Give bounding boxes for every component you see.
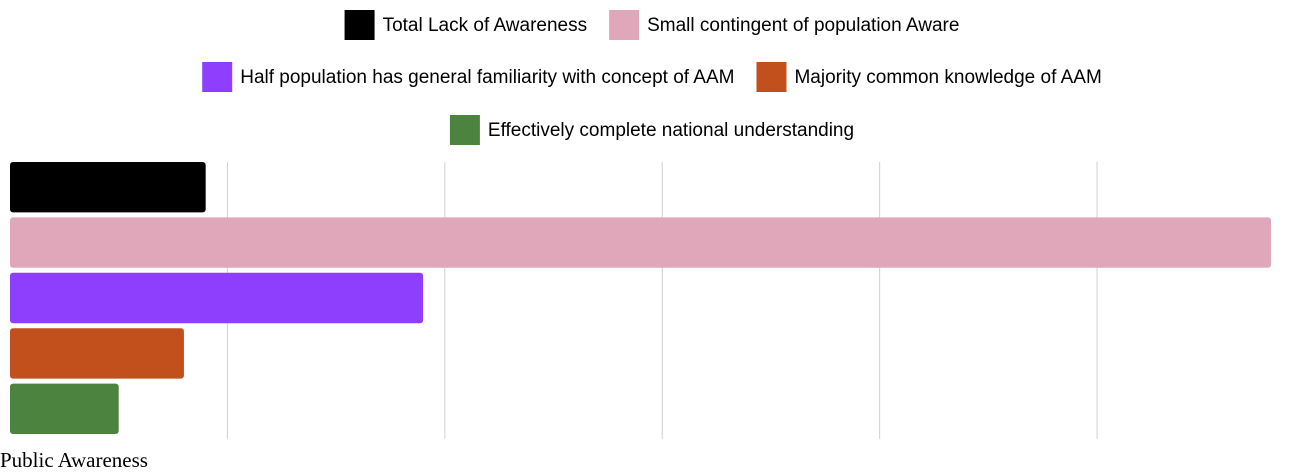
legend-swatch (609, 10, 640, 40)
legend-label: Effectively complete national understand… (488, 120, 854, 141)
bar (10, 328, 184, 379)
bar (10, 272, 424, 324)
legend-label: Small contingent of population Aware (647, 15, 959, 36)
legend-label: Half population has general familiarity … (240, 67, 734, 88)
bar (10, 217, 1271, 268)
legend-swatch (202, 62, 233, 92)
legend-swatch (344, 10, 375, 40)
legend-swatch (756, 62, 787, 92)
category-label: Public Awareness (0, 448, 148, 472)
bar (10, 383, 119, 434)
legend-label: Total Lack of Awareness (383, 15, 588, 36)
legend-label: Majority common knowledge of AAM (794, 67, 1101, 88)
bar (10, 162, 206, 213)
legend-swatch (449, 115, 480, 145)
